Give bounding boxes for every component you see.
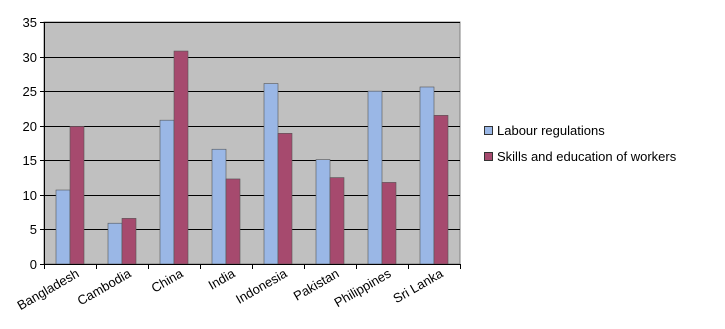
y-tick-label: 20 bbox=[23, 119, 37, 134]
legend-swatch-2 bbox=[484, 151, 493, 161]
bar-skills-education-indonesia bbox=[277, 133, 293, 265]
bar-labour-regulations-bangladesh bbox=[55, 189, 71, 265]
x-tick-label: Sri Lanka bbox=[390, 265, 446, 306]
bar-labour-regulations-sri-lanka bbox=[419, 86, 435, 265]
bar-labour-regulations-indonesia bbox=[263, 83, 279, 265]
x-tick-label: Cambodia bbox=[75, 265, 134, 308]
plot-background bbox=[43, 21, 461, 265]
bar-skills-education-china bbox=[173, 50, 189, 265]
legend-item-1: Labour regulations bbox=[484, 121, 605, 139]
legend-label-1: Labour regulations bbox=[497, 122, 605, 138]
bar-skills-education-philippines bbox=[381, 182, 397, 265]
bar-labour-regulations-cambodia bbox=[107, 222, 123, 265]
bar-labour-regulations-china bbox=[159, 119, 175, 265]
bar-labour-regulations-india bbox=[211, 148, 227, 265]
plot-area bbox=[43, 21, 461, 265]
bar-labour-regulations-pakistan bbox=[315, 159, 331, 265]
bars bbox=[55, 50, 449, 265]
y-tick-label: 25 bbox=[23, 84, 37, 99]
x-tick-label: Philippines bbox=[332, 265, 394, 310]
x-tick-label: China bbox=[149, 265, 187, 295]
y-tick-label: 5 bbox=[30, 222, 37, 237]
bar-skills-education-india bbox=[225, 178, 241, 265]
legend: Labour regulations Skills and education … bbox=[480, 116, 725, 171]
bar-skills-education-sri-lanka bbox=[433, 115, 449, 265]
x-tick-label: India bbox=[206, 265, 239, 292]
x-tick-label: Indonesia bbox=[233, 265, 290, 307]
y-tick-label: 15 bbox=[23, 153, 37, 168]
bar-skills-education-cambodia bbox=[121, 218, 137, 265]
bar-labour-regulations-philippines bbox=[367, 90, 383, 265]
x-tick-label: Bangladesh bbox=[15, 266, 82, 313]
y-tick-label: 35 bbox=[23, 15, 37, 30]
y-axis-ticks: 0 5 10 15 20 25 30 35 bbox=[23, 15, 44, 272]
legend-swatch-1 bbox=[484, 125, 493, 135]
legend-item-2: Skills and education of workers bbox=[484, 147, 676, 165]
bar-skills-education-pakistan bbox=[329, 177, 345, 265]
legend-label-2: Skills and education of workers bbox=[497, 148, 677, 164]
y-tick-label: 10 bbox=[23, 188, 37, 203]
y-tick-label: 30 bbox=[23, 50, 37, 65]
bar-skills-education-bangladesh bbox=[69, 126, 85, 265]
y-tick-label: 0 bbox=[30, 257, 37, 272]
